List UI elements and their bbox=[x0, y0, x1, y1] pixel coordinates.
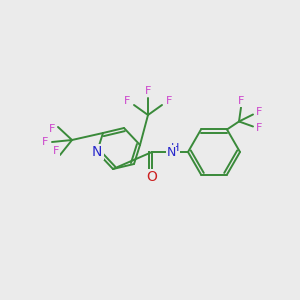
Text: F: F bbox=[256, 124, 262, 134]
Text: N: N bbox=[92, 145, 102, 159]
Text: F: F bbox=[145, 86, 151, 96]
Text: F: F bbox=[256, 107, 262, 118]
Text: F: F bbox=[238, 97, 244, 106]
Text: F: F bbox=[53, 146, 59, 156]
Text: F: F bbox=[124, 96, 130, 106]
Text: N: N bbox=[166, 146, 176, 158]
Text: O: O bbox=[147, 170, 158, 184]
Text: F: F bbox=[49, 124, 55, 134]
Text: H: H bbox=[171, 143, 179, 153]
Text: F: F bbox=[42, 137, 48, 147]
Text: F: F bbox=[166, 96, 172, 106]
